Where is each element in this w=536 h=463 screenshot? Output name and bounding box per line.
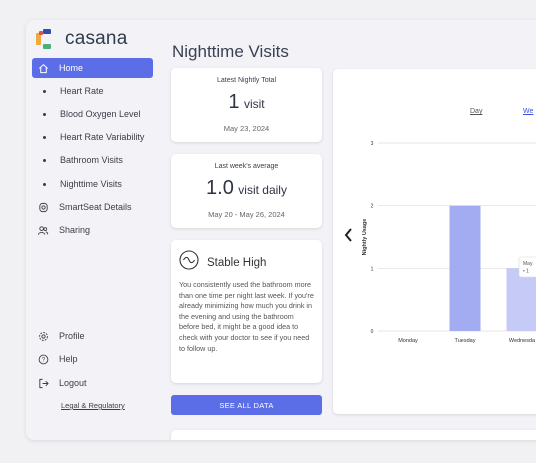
- latest-total-number: 1: [228, 91, 240, 113]
- chart-bar[interactable]: [506, 268, 536, 331]
- y-tick-label: 1: [371, 266, 374, 272]
- y-axis-label: Nightly Usage: [362, 219, 368, 256]
- latest-total-date: May 23, 2024: [223, 124, 270, 133]
- bullet-icon: [43, 135, 46, 139]
- chart-grid: [378, 142, 536, 332]
- bullet-icon: [43, 89, 46, 93]
- status-title: Stable High: [207, 256, 267, 269]
- logo[interactable]: casana: [36, 28, 127, 50]
- y-tick-label: 2: [371, 204, 374, 210]
- x-tick-label: Wednesda: [509, 338, 536, 344]
- sidebar-item-home[interactable]: Home: [32, 58, 153, 78]
- latest-total-value: 1 visit: [171, 91, 322, 114]
- tab-week[interactable]: We: [523, 108, 534, 115]
- sidebar-item-label: SmartSeat Details: [59, 202, 132, 212]
- sidebar-item-label: Help: [59, 354, 78, 364]
- weekly-average-card: Last week's average 1.0 visit daily May …: [171, 154, 322, 228]
- weekly-average-label: Last week's average: [214, 163, 279, 170]
- help-icon: ?: [37, 353, 49, 365]
- sidebar-item-logout[interactable]: Logout: [32, 373, 153, 393]
- sidebar-item-label: Home: [59, 63, 84, 73]
- users-icon: [37, 224, 49, 236]
- sidebar-item-label: Bathroom Visits: [60, 155, 123, 165]
- see-all-data-button[interactable]: SEE ALL DATA: [171, 395, 322, 415]
- sidebar-item-profile[interactable]: Profile: [32, 326, 153, 346]
- app-name: casana: [65, 28, 128, 49]
- casana-logo-icon: [36, 29, 56, 49]
- page-title: Nighttime Visits: [172, 42, 289, 61]
- y-tick-label: 3: [371, 141, 374, 147]
- svg-text:?: ?: [41, 357, 45, 363]
- sidebar-item-bathroom-visits[interactable]: Bathroom Visits: [32, 150, 153, 170]
- chart-ticks: 0 1 2 3 Monday Tuesday Wednesda: [371, 141, 536, 344]
- main-content: Nighttime Visits Latest Nightly Total 1 …: [171, 20, 536, 440]
- sidebar-item-blood-oxygen[interactable]: Blood Oxygen Level: [32, 104, 153, 124]
- tooltip-value: • 1: [523, 269, 529, 275]
- sidebar-item-nighttime-visits[interactable]: Nighttime Visits: [32, 174, 153, 194]
- weekly-average-date: May 20 - May 26, 2024: [208, 210, 285, 219]
- sidebar-item-label: Sharing: [59, 225, 91, 235]
- status-header: Stable High: [179, 250, 266, 275]
- latest-total-unit: visit: [243, 97, 265, 111]
- weekly-average-unit: visit daily: [238, 183, 287, 197]
- x-tick-label: Monday: [398, 338, 418, 344]
- seat-icon: [37, 201, 49, 213]
- sidebar-item-label: Nighttime Visits: [60, 179, 122, 189]
- logout-icon: [37, 377, 49, 389]
- sidebar-item-smartseat[interactable]: SmartSeat Details: [32, 197, 153, 217]
- legal-link[interactable]: Legal & Regulatory: [61, 401, 125, 410]
- x-tick-label: Tuesday: [455, 338, 476, 344]
- sidebar-item-label: Heart Rate: [60, 86, 104, 96]
- gear-icon: [37, 330, 49, 342]
- chart-bar[interactable]: [449, 205, 481, 331]
- tooltip-date: May: [523, 261, 533, 267]
- tooltip: May • 1: [518, 256, 536, 278]
- bullet-icon: [43, 112, 46, 116]
- sidebar-item-label: Blood Oxygen Level: [60, 109, 141, 119]
- status-description: You consistently used the bathroom more …: [179, 280, 314, 353]
- latest-total-card: Latest Nightly Total 1 visit May 23, 202…: [171, 68, 322, 142]
- latest-total-label: Latest Nightly Total: [216, 77, 276, 84]
- status-card: Stable High You consistently used the ba…: [171, 240, 322, 383]
- chevron-left-icon[interactable]: [344, 228, 352, 242]
- bottom-card: [171, 430, 536, 440]
- sidebar-item-hrv[interactable]: Heart Rate Variability: [32, 127, 153, 147]
- y-tick-label: 0: [371, 329, 374, 335]
- sidebar-item-help[interactable]: ? Help: [32, 349, 153, 369]
- chart-bars: [449, 205, 536, 331]
- bullet-icon: [43, 158, 46, 162]
- sidebar: casana Home Heart Rate Blood Oxygen Leve…: [26, 20, 160, 440]
- app-window: casana Home Heart Rate Blood Oxygen Leve…: [26, 20, 536, 440]
- sidebar-item-label: Logout: [59, 378, 87, 388]
- wave-icon: [179, 250, 199, 275]
- sidebar-item-label: Heart Rate Variability: [60, 132, 145, 142]
- sidebar-item-heart-rate[interactable]: Heart Rate: [32, 81, 153, 101]
- tab-day[interactable]: Day: [470, 108, 483, 115]
- weekly-average-value: 1.0 visit daily: [171, 177, 322, 200]
- sidebar-item-sharing[interactable]: Sharing: [32, 220, 153, 240]
- home-icon: [37, 62, 49, 74]
- bullet-icon: [43, 182, 46, 186]
- sidebar-item-label: Profile: [59, 331, 85, 341]
- weekly-average-number: 1.0: [206, 177, 234, 199]
- chart-card: Day We 0 1 2 3 Monday Tuesday Wednesda Nightly…: [333, 69, 536, 414]
